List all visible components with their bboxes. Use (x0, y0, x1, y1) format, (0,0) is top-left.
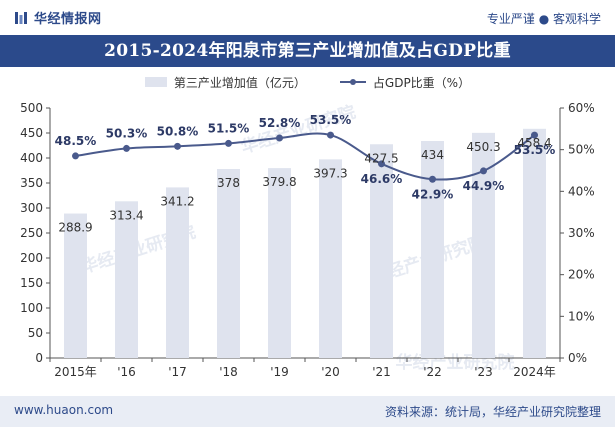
line-value-label: 44.9% (463, 179, 505, 193)
x-tick-label: '18 (219, 365, 238, 379)
bar-value-label: 427.5 (364, 151, 398, 165)
bar (421, 141, 444, 358)
top-bar: 华经情报网 专业严谨 ● 客观科学 (0, 0, 615, 34)
y-left-tick-label: 200 (20, 251, 43, 265)
bar-value-label: 458.4 (517, 136, 551, 150)
bar-value-label: 313.4 (109, 208, 143, 222)
y-left-tick-label: 450 (20, 126, 43, 140)
bar (166, 187, 189, 358)
y-right-tick-label: 50% (568, 143, 595, 157)
line-point (225, 139, 232, 147)
x-tick-label: 2024年 (513, 365, 556, 379)
bar-value-label: 288.9 (58, 221, 92, 235)
line-point (276, 134, 283, 142)
line-point (531, 131, 538, 139)
x-tick-label: 2015年 (54, 365, 97, 379)
footer-source: 资料来源：统计局，华经产业研究院整理 (384, 405, 601, 419)
legend-line-label: 占GDP比重（%） (372, 75, 471, 90)
bar-value-label: 434 (421, 148, 444, 162)
y-left-tick-label: 100 (20, 301, 43, 315)
line-value-label: 50.8% (157, 124, 199, 138)
y-left-tick-label: 500 (20, 101, 43, 115)
bar-value-label: 379.8 (262, 175, 296, 189)
bar (64, 213, 87, 358)
line-series-path (75, 132, 536, 181)
bar (268, 168, 291, 358)
line-point (429, 175, 436, 183)
bar-value-label: 378 (217, 176, 240, 190)
bar (319, 159, 342, 358)
y-left-tick-label: 50 (28, 326, 43, 340)
bar (370, 144, 393, 358)
chart-legend: 第三产业增加值（亿元） 占GDP比重（%） (0, 71, 615, 93)
bar (472, 132, 495, 358)
y-right-tick-label: 20% (568, 268, 595, 282)
x-tick-label: '20 (321, 365, 340, 379)
line-point (480, 167, 487, 175)
line-value-label: 42.9% (412, 187, 454, 201)
footer: www.huaon.com 资料来源：统计局，华经产业研究院整理 (0, 396, 615, 427)
line-value-label: 51.5% (208, 121, 250, 135)
legend-item-line: 占GDP比重（%） (339, 74, 471, 91)
y-left-tick-label: 150 (20, 276, 43, 290)
x-tick-label: '19 (270, 365, 289, 379)
y-left-tick-label: 400 (20, 151, 43, 165)
y-right-tick-label: 60% (568, 101, 595, 115)
y-left-tick-label: 300 (20, 201, 43, 215)
chart-title: 2015-2024年阳泉市第三产业增加值及占GDP比重 (0, 35, 615, 67)
line-point (72, 152, 79, 160)
brand: 华经情报网 (14, 8, 102, 27)
x-tick-label: '23 (474, 365, 493, 379)
line-point (378, 160, 385, 168)
x-tick-label: '22 (423, 365, 442, 379)
line-layer (72, 131, 538, 183)
line-value-label: 53.5% (310, 113, 352, 127)
watermark-text: 华经产业研究院 (396, 352, 515, 373)
x-tick-label: '17 (168, 365, 187, 379)
bar (217, 169, 240, 358)
y-left-tick-label: 350 (20, 176, 43, 190)
line-point (174, 142, 181, 150)
bar (115, 201, 138, 358)
line-value-label: 53.5% (514, 143, 556, 157)
line-value-label: 46.6% (361, 172, 403, 186)
legend-item-bar: 第三产业增加值（亿元） (144, 74, 306, 91)
line-value-label: 52.8% (259, 116, 301, 130)
line-point (123, 144, 130, 152)
y-left-tick-label: 250 (20, 226, 43, 240)
axes-layer: 0 50 100 150 200 250 300 350 400 450 500 0% 10% 20% 30… (20, 101, 595, 379)
bar-value-label: 397.3 (313, 166, 347, 180)
footer-website: www.huaon.com (14, 403, 114, 417)
brand-logo-icon (15, 11, 27, 24)
y-right-tick-label: 0% (568, 351, 587, 365)
watermark-layer: 华经产业研究院华经产业研究院华经产业研究院华经产业研究院 (78, 101, 514, 373)
bar (523, 128, 546, 358)
x-tick-label: '21 (372, 365, 391, 379)
line-point (327, 131, 334, 139)
y-right-tick-label: 10% (568, 309, 595, 323)
bars-layer (64, 128, 546, 358)
y-right-tick-label: 30% (568, 226, 595, 240)
labels-layer: 288.9 313.4 341.2 378 379.8 397.3 427.5 434 450.… (55, 113, 556, 234)
brand-name: 华经情报网 (34, 12, 102, 27)
legend-line-swatch (339, 79, 366, 85)
bar-value-label: 341.2 (160, 194, 194, 208)
y-right-tick-label: 40% (568, 184, 595, 198)
line-value-label: 50.3% (106, 126, 148, 140)
y-left-tick-label: 0 (35, 351, 43, 365)
x-tick-label: '16 (117, 365, 136, 379)
slogan: 专业严谨 ● 客观科学 (486, 12, 601, 26)
bar-value-label: 450.3 (466, 140, 500, 154)
line-value-label: 48.5% (55, 134, 97, 148)
legend-bar-swatch (144, 77, 167, 87)
legend-bar-label: 第三产业增加值（亿元） (173, 75, 306, 90)
